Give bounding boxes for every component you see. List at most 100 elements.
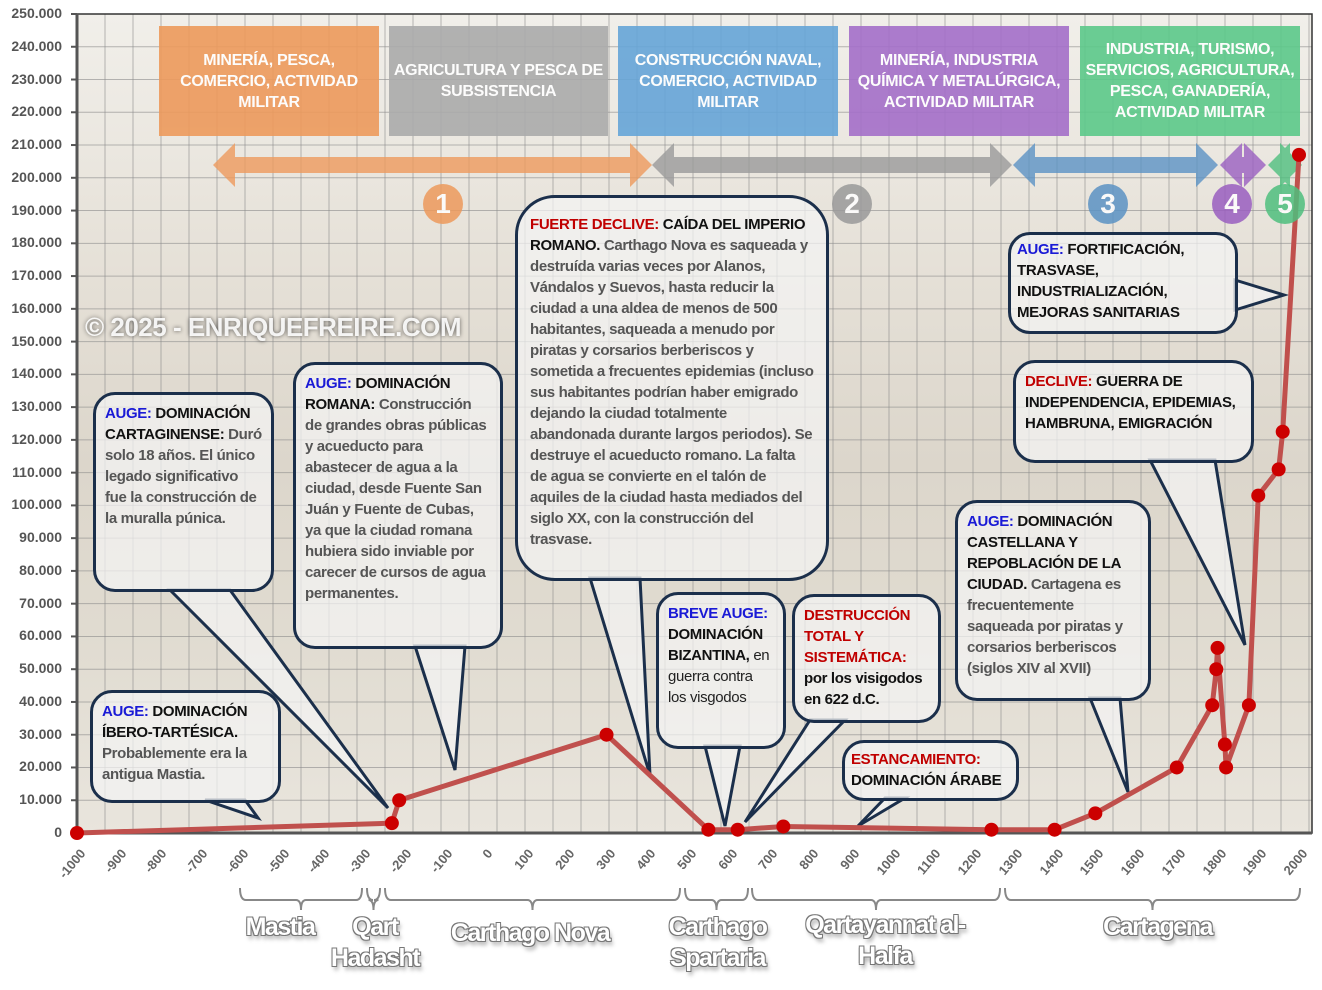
callout-title: FORTIFICACIÓN, TRASVASE, INDUSTRIALIZACI… <box>1017 241 1185 321</box>
callout-title: por los visigodos en 622 d.C. <box>804 670 923 708</box>
data-point <box>384 816 399 831</box>
callout-fortificacion: AUGE: FORTIFICACIÓN, TRASVASE, INDUSTRIA… <box>1008 232 1238 334</box>
y-tick-label: 200.000 <box>11 168 62 185</box>
callout-label: ESTANCAMIENTO: <box>851 751 981 768</box>
period-arrow-4 <box>1220 143 1266 187</box>
data-point <box>1217 737 1232 752</box>
callout-label: AUGE: <box>105 405 152 422</box>
callout-title: DOMINACIÓN BIZANTINA, <box>668 626 763 664</box>
callout-label: AUGE: <box>967 513 1014 530</box>
callout-label: AUGE: <box>305 375 352 392</box>
callout-body: Cartagena es frecuentemente saqueada por… <box>967 576 1123 677</box>
callout-title: GUERRA DE INDEPENDENCIA, EPIDEMIAS, HAMB… <box>1025 373 1236 432</box>
callout-pointer <box>1087 696 1130 793</box>
y-tick-label: 250.000 <box>11 5 62 21</box>
watermark: © 2025 - ENRIQUEFREIRE.COM <box>85 312 462 342</box>
data-point <box>1271 462 1286 477</box>
era-label-carthago-spartaria: Carthago Spartaria <box>668 913 768 972</box>
callout-pointer <box>1233 277 1290 313</box>
y-tick-label: 130.000 <box>11 398 62 415</box>
data-point <box>1169 760 1184 775</box>
data-point <box>1210 640 1225 655</box>
y-tick-label: 80.000 <box>19 561 62 578</box>
brace-mastia <box>239 887 363 911</box>
banner-period-5: INDUSTRIA, TURISMO, SERVICIOS, AGRICULTU… <box>1080 26 1300 136</box>
callout-castellana: AUGE: DOMINACIÓN CASTELLANA Y REPOBLACIÓ… <box>955 500 1151 701</box>
callout-romana: AUGE: DOMINACIÓN ROMANA: Construcción de… <box>293 362 503 649</box>
y-tick-label: 140.000 <box>11 365 62 382</box>
callout-arabe: ESTANCAMIENTO: DOMINACIÓN ÁRABE <box>842 740 1019 801</box>
data-point <box>392 793 407 808</box>
data-point <box>1209 662 1224 677</box>
y-tick-label: 220.000 <box>11 103 62 120</box>
data-point <box>599 727 614 742</box>
y-tick-label: 170.000 <box>11 267 62 284</box>
y-tick-label: 10.000 <box>19 791 62 808</box>
data-point <box>701 822 716 837</box>
banner-period-3: CONSTRUCCIÓN NAVAL, COMERCIO, ACTIVIDAD … <box>618 26 838 136</box>
era-label-mastia: Mastia <box>245 913 316 941</box>
callout-cartaginense: AUGE: DOMINACIÓN CARTAGINENSE: Duró solo… <box>93 392 274 592</box>
callout-independencia: DECLIVE: GUERRA DE INDEPENDENCIA, EPIDEM… <box>1013 360 1254 463</box>
callout-body: en guerra contra los visgodos <box>668 647 770 706</box>
y-tick-label: 240.000 <box>11 37 62 54</box>
period-badge-2: 2 <box>832 184 872 224</box>
callout-pointer <box>703 744 742 827</box>
callout-title: DOMINACIÓN ÁRABE <box>851 772 1002 789</box>
y-tick-label: 20.000 <box>19 758 62 775</box>
data-point <box>984 822 999 837</box>
callout-label: DECLIVE: <box>1025 373 1093 390</box>
data-point <box>1088 806 1103 821</box>
callout-body: Carthago Nova es saqueada y destruída va… <box>530 237 814 548</box>
y-tick-label: 180.000 <box>11 234 62 251</box>
callout-title: DOMINACIÓN ÍBERO-TARTÉSICA. <box>102 703 248 741</box>
callout-label: AUGE: <box>102 703 149 720</box>
brace-qartayannat <box>751 887 1001 911</box>
period-badge-4: 4 <box>1212 184 1252 224</box>
data-point <box>776 819 791 834</box>
era-label-carthago-nova: Carthago Nova <box>450 919 611 947</box>
data-point <box>1275 424 1290 439</box>
era-label-qart-hadasht: Qart Hadasht <box>330 913 421 972</box>
callout-bizantina: BREVE AUGE: DOMINACIÓN BIZANTINA, en gue… <box>656 592 786 749</box>
callout-ibero: AUGE: DOMINACIÓN ÍBERO-TARTÉSICA. Probab… <box>90 690 281 803</box>
period-arrow-5 <box>1268 143 1302 187</box>
period-badge-3: 3 <box>1088 184 1128 224</box>
brace-qart-hadasht <box>366 887 381 911</box>
callout-label: AUGE: <box>1017 241 1064 258</box>
data-point <box>70 826 84 840</box>
callout-title: DOMINACIÓN CASTELLANA Y REPOBLACIÓN DE L… <box>967 513 1121 593</box>
callout-pointer <box>412 644 467 771</box>
banner-period-2: AGRICULTURA Y PESCA DE SUBSISTENCIA <box>389 26 608 136</box>
y-tick-label: 50.000 <box>19 660 62 677</box>
data-point <box>730 822 745 837</box>
period-arrow-3 <box>1013 143 1218 187</box>
callout-body: Duró solo 18 años. El único legado signi… <box>105 426 262 527</box>
period-badge-1: 1 <box>423 184 463 224</box>
y-tick-label: 120.000 <box>11 430 62 447</box>
y-tick-label: 230.000 <box>11 70 62 87</box>
data-point <box>1219 760 1234 775</box>
y-tick-label: 150.000 <box>11 332 62 349</box>
callout-pointer <box>856 796 911 828</box>
callout-body: Construcción de grandes obras públicas y… <box>305 396 487 602</box>
data-point <box>1047 822 1062 837</box>
data-point <box>1251 488 1266 503</box>
callout-destruccion: DESTRUCCIÓN TOTAL Y SISTEMÁTICA: por los… <box>792 594 941 723</box>
callout-title: DOMINACIÓN ROMANA: <box>305 375 451 413</box>
y-tick-label: 90.000 <box>19 529 62 546</box>
y-tick-label: 110.000 <box>12 463 62 480</box>
y-tick-label: 160.000 <box>11 299 62 316</box>
y-tick-label: 70.000 <box>19 594 62 611</box>
callout-label: DESTRUCCIÓN TOTAL Y SISTEMÁTICA: <box>804 607 911 666</box>
brace-carthago-spartaria <box>684 887 749 911</box>
era-label-cartagena: Cartagena <box>1103 913 1213 941</box>
y-tick-label: 210.000 <box>11 136 62 153</box>
brace-cartagena <box>1004 887 1301 911</box>
y-tick-label: 60.000 <box>19 627 62 644</box>
banner-period-1: MINERÍA, PESCA, COMERCIO, ACTIVIDAD MILI… <box>159 26 379 136</box>
y-tick-label: 0 <box>54 824 62 840</box>
period-badge-5: 5 <box>1265 184 1305 224</box>
callout-title: DOMINACIÓN CARTAGINENSE: <box>105 405 251 443</box>
data-point <box>1205 698 1220 713</box>
